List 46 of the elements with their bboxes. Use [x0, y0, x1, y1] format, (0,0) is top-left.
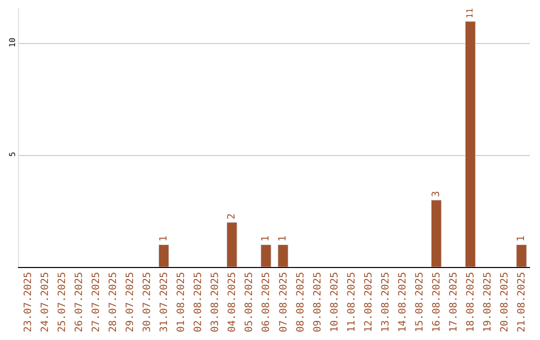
- x-tick-label: 07.08.2025: [278, 272, 290, 332]
- bar: [158, 244, 170, 267]
- data-label: 1: [516, 236, 527, 242]
- x-tick-label: 19.08.2025: [482, 272, 494, 332]
- x-tick-label: 26.07.2025: [74, 272, 85, 332]
- x-tick-label: 18.08.2025: [466, 272, 477, 332]
- y-tick-label: 5: [8, 152, 17, 157]
- x-tick-label: 04.08.2025: [227, 272, 238, 332]
- x-tick-label: 24.07.2025: [40, 272, 51, 332]
- x-tick-label: 06.08.2025: [261, 272, 272, 332]
- data-label: 1: [260, 236, 272, 242]
- x-tick-label: 09.08.2025: [312, 272, 324, 332]
- bar: [260, 244, 272, 267]
- x-tick-label: 10.08.2025: [329, 272, 340, 332]
- x-tick-label: 08.08.2025: [295, 272, 306, 332]
- data-label: 1: [158, 236, 170, 242]
- x-tick-label: 14.08.2025: [398, 272, 408, 332]
- x-tick-label: 31.07.2025: [159, 272, 170, 332]
- bar: [465, 21, 476, 267]
- data-label: 2: [226, 213, 238, 220]
- x-tick-label: 29.07.2025: [124, 272, 136, 332]
- x-tick-label: 23.07.2025: [22, 272, 34, 332]
- x-tick-label: 11.08.2025: [346, 272, 358, 332]
- bar: [516, 244, 527, 267]
- data-label: 3: [430, 190, 442, 198]
- y-tick-label: 10: [8, 38, 17, 48]
- bar: [226, 222, 238, 267]
- data-label: 11: [464, 8, 474, 18]
- x-tick-label: 13.08.2025: [380, 272, 392, 332]
- data-label: 1: [278, 236, 289, 242]
- x-tick-label: 27.07.2025: [90, 272, 102, 332]
- x-tick-label: 15.08.2025: [414, 272, 426, 332]
- x-tick-label: 16.08.2025: [432, 272, 443, 332]
- x-tick-label: 21.08.2025: [516, 272, 528, 332]
- x-tick-label: 12.08.2025: [363, 272, 374, 332]
- x-tick-label: 25.07.2025: [56, 272, 68, 332]
- x-tick-label: 17.08.2025: [448, 272, 460, 332]
- x-tick-label: 30.07.2025: [142, 272, 153, 332]
- x-tick-label: 02.08.2025: [193, 272, 204, 332]
- x-tick-label: 20.08.2025: [500, 272, 511, 332]
- x-tick-label: 03.08.2025: [210, 272, 222, 332]
- x-tick-label: 05.08.2025: [244, 272, 256, 332]
- x-tick-label: 28.07.2025: [108, 272, 119, 332]
- bar: [278, 244, 288, 267]
- x-tick-label: 01.08.2025: [176, 272, 188, 332]
- bar: [430, 200, 442, 267]
